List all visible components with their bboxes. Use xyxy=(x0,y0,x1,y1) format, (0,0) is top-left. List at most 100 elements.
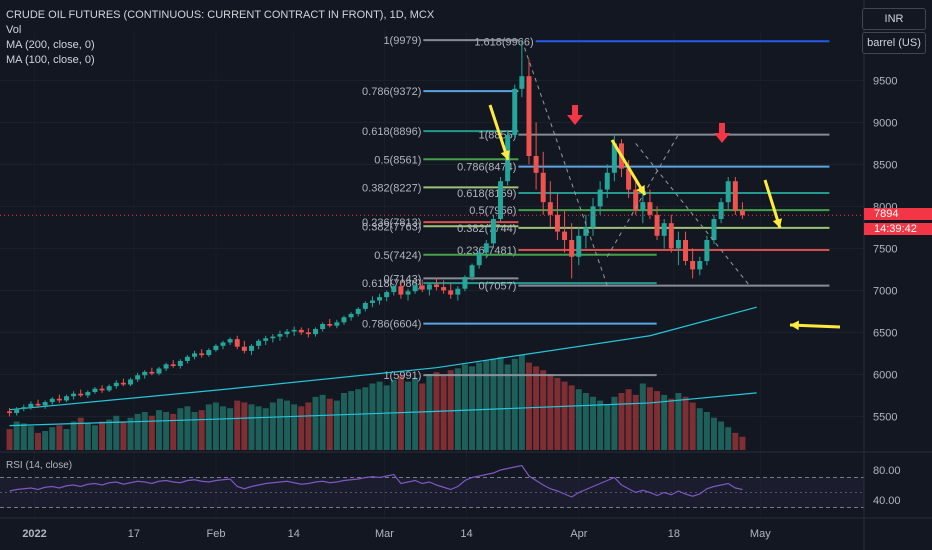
volume-bar xyxy=(63,429,70,450)
candle-body xyxy=(56,398,62,401)
candle-body xyxy=(384,292,390,298)
candle xyxy=(469,263,475,281)
candle xyxy=(28,401,34,410)
candle-body xyxy=(498,181,504,219)
rsi-line xyxy=(9,464,743,498)
candle xyxy=(690,248,696,279)
candle xyxy=(7,408,13,417)
volume-bar xyxy=(319,394,326,450)
fib-label: 0.786(6604) xyxy=(362,319,421,331)
candle-body xyxy=(540,172,546,203)
candle xyxy=(92,387,98,394)
candle-body xyxy=(725,181,731,203)
candle-body xyxy=(569,240,575,257)
candle-body xyxy=(177,360,183,366)
volume-bar xyxy=(511,358,518,450)
candle-body xyxy=(213,345,219,351)
moving-averages xyxy=(9,306,757,427)
study-ma200[interactable]: MA (200, close, 0) xyxy=(6,39,95,51)
candle xyxy=(305,328,311,338)
study-vol[interactable]: Vol xyxy=(6,24,22,36)
candle-body xyxy=(611,143,617,173)
volume-bar xyxy=(582,393,589,450)
candle-body xyxy=(170,364,176,366)
candle xyxy=(206,348,212,357)
candle xyxy=(177,359,183,369)
candle-body xyxy=(668,223,674,249)
fib-label: 0.618(8896) xyxy=(362,126,421,138)
candle xyxy=(256,339,262,350)
volume-bar xyxy=(533,366,540,450)
volume-bar xyxy=(291,404,298,450)
candle xyxy=(604,164,610,198)
candle xyxy=(683,231,689,266)
candle xyxy=(78,389,84,398)
volume-bar xyxy=(483,360,490,450)
candle-body xyxy=(355,308,361,314)
candle xyxy=(526,59,532,165)
y-tick-label: 6500 xyxy=(873,327,897,339)
volume-bar xyxy=(675,393,682,450)
candle-body xyxy=(732,181,738,211)
candle-body xyxy=(327,324,333,326)
volume-bar xyxy=(682,396,689,450)
volume-bar xyxy=(198,410,205,450)
rsi-pane xyxy=(0,464,864,508)
volume-bar xyxy=(703,412,710,450)
candle xyxy=(135,372,141,382)
candle xyxy=(362,301,368,312)
candle xyxy=(42,400,48,409)
unit-button[interactable]: barrel (US) xyxy=(862,32,926,54)
red-arrow-head xyxy=(714,133,730,143)
candle-body xyxy=(412,285,418,292)
candle xyxy=(241,340,247,354)
candle-body xyxy=(519,76,525,89)
candle xyxy=(49,397,55,405)
candle xyxy=(334,319,340,329)
volume-bar xyxy=(575,389,582,450)
candle xyxy=(476,250,482,269)
study-ma100[interactable]: MA (100, close, 0) xyxy=(6,54,95,66)
candle-body xyxy=(334,322,340,326)
candle xyxy=(704,235,710,266)
volume-bar xyxy=(276,398,283,450)
candle xyxy=(597,181,603,215)
candle xyxy=(739,202,745,219)
candle-body xyxy=(562,231,568,240)
candle-body xyxy=(597,189,603,207)
volume-bar xyxy=(668,398,675,450)
candle xyxy=(405,288,411,301)
candle-body xyxy=(227,339,233,343)
candle xyxy=(448,283,454,299)
candle xyxy=(426,282,432,296)
volume-bar xyxy=(440,375,447,450)
candle-body xyxy=(490,219,496,244)
candle xyxy=(547,181,553,228)
candle xyxy=(248,344,254,356)
candle xyxy=(590,198,596,236)
candle-body xyxy=(320,324,326,330)
candle xyxy=(711,214,717,245)
candle-body xyxy=(533,156,539,173)
candle-body xyxy=(711,219,717,240)
volume-bar xyxy=(234,400,241,450)
candle xyxy=(227,337,233,345)
volume-bar xyxy=(739,436,746,450)
y-tick-label: 6000 xyxy=(873,369,897,381)
volume-bar xyxy=(355,389,362,450)
currency-button[interactable]: INR xyxy=(862,8,926,30)
volume-bar xyxy=(554,377,561,450)
candle-body xyxy=(483,243,489,253)
candle xyxy=(433,277,439,291)
x-tick-label: Feb xyxy=(207,528,226,540)
candle xyxy=(498,177,504,222)
fib-label: 0(7143) xyxy=(383,273,421,285)
volume-bar xyxy=(654,391,661,450)
rsi-legend[interactable]: RSI (14, close) xyxy=(6,460,73,471)
candle-body xyxy=(99,388,105,391)
candle xyxy=(455,286,461,301)
x-tick-label: Mar xyxy=(375,528,394,540)
candle xyxy=(640,193,646,224)
volume-bar xyxy=(540,370,547,450)
